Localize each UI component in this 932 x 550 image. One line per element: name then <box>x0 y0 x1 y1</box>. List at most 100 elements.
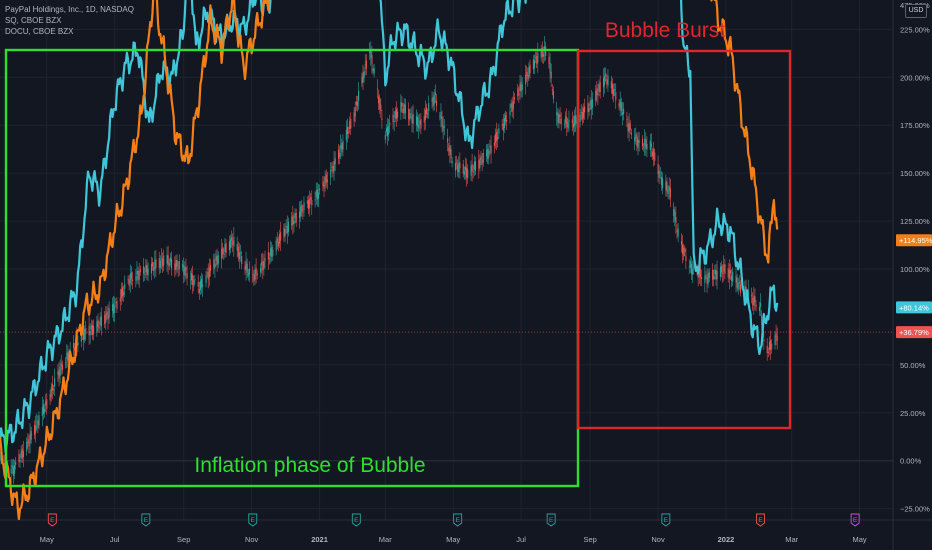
legend-pypl[interactable]: PayPal Holdings, Inc., 1D, NASDAQ <box>5 5 134 14</box>
pypl-candle <box>96 321 98 332</box>
pypl-candle <box>307 200 310 210</box>
pypl-candle <box>425 107 428 115</box>
pypl-candle <box>474 160 477 171</box>
pypl-candle <box>248 269 251 275</box>
pypl-candle <box>490 145 492 154</box>
pypl-candle <box>763 339 765 342</box>
pypl-candle <box>683 247 685 257</box>
pypl-last-badge <box>896 326 932 339</box>
x-tick-label: May <box>853 535 867 544</box>
pypl-candle <box>365 60 367 69</box>
y-tick-label: 100.00% <box>900 265 930 274</box>
pypl-candle <box>459 162 461 169</box>
pypl-candle <box>513 97 516 100</box>
pypl-candle <box>541 47 543 57</box>
pypl-candle <box>641 138 644 147</box>
pypl-candle <box>380 104 382 112</box>
pypl-candle <box>668 185 670 191</box>
pypl-candle <box>299 211 301 219</box>
pypl-candle <box>51 383 53 391</box>
pypl-candle <box>404 104 406 114</box>
pypl-candle <box>509 111 511 116</box>
pypl-candle <box>67 351 69 362</box>
pypl-candle <box>163 255 165 266</box>
pypl-candle <box>373 68 375 74</box>
pypl-candle <box>660 177 662 185</box>
earnings-marker-label: E <box>251 517 256 524</box>
pypl-candle <box>129 273 131 284</box>
pypl-last-label: +36.79% <box>899 328 929 337</box>
pypl-candle <box>566 117 568 128</box>
pypl-candle <box>291 216 293 226</box>
pypl-candle <box>473 161 475 170</box>
pypl-candle <box>83 333 85 341</box>
legend-docu[interactable]: DOCU, CBOE BZX <box>5 27 74 36</box>
pypl-candle <box>120 289 122 299</box>
pypl-candle <box>512 100 514 110</box>
pypl-candle <box>60 363 62 367</box>
pypl-candle <box>758 306 760 311</box>
legend-sq[interactable]: SQ, CBOE BZX <box>5 16 62 25</box>
currency-badge[interactable]: USD <box>905 4 927 18</box>
pypl-candle <box>245 261 247 271</box>
pypl-candle <box>707 273 709 284</box>
pypl-candle <box>247 273 249 277</box>
pypl-candle <box>486 149 488 157</box>
earnings-marker-label: E <box>758 517 763 524</box>
pypl-candle <box>385 128 387 132</box>
pypl-candle <box>506 120 508 122</box>
pypl-candle <box>454 163 457 171</box>
pypl-candle <box>423 115 425 123</box>
pypl-candle <box>623 108 625 115</box>
x-axis[interactable]: May Jul Sep Nov 2021 Mar May Jul Sep Nov 2022 Mar Ma… <box>40 535 867 544</box>
pypl-candle <box>162 258 164 267</box>
pypl-candle <box>314 199 316 201</box>
pypl-candle <box>689 260 691 268</box>
pypl-candle <box>627 123 629 131</box>
pypl-candle <box>400 102 402 112</box>
sq-line <box>0 0 779 454</box>
pypl-candle <box>287 222 289 232</box>
pypl-candle <box>267 251 269 260</box>
pypl-candle <box>388 125 390 135</box>
pypl-candle <box>152 262 154 267</box>
pypl-candle <box>774 335 776 345</box>
pypl-candle <box>334 158 336 165</box>
pypl-candle <box>310 197 312 201</box>
pypl-candle <box>150 263 153 274</box>
pypl-candle <box>294 213 296 219</box>
pypl-candle <box>657 163 659 174</box>
pypl-candle <box>712 270 714 280</box>
pypl-candle <box>575 114 577 124</box>
pypl-candle <box>91 325 94 335</box>
pypl-candle <box>599 82 601 92</box>
pypl-candle <box>202 284 204 287</box>
pypl-candle <box>69 349 71 351</box>
pypl-candle <box>252 273 254 275</box>
pypl-candle <box>715 269 717 280</box>
pypl-candle <box>158 258 160 269</box>
pypl-candle <box>46 399 48 409</box>
pypl-candle <box>714 269 716 275</box>
pypl-candle <box>116 300 118 309</box>
pypl-candle <box>371 55 373 65</box>
pypl-candle <box>471 164 473 172</box>
pypl-candle <box>643 147 645 148</box>
x-tick-label: Jul <box>516 535 526 544</box>
pypl-candle <box>340 144 342 149</box>
pypl-candle <box>629 123 631 130</box>
pypl-candle <box>392 114 394 123</box>
pypl-candle <box>198 289 200 293</box>
pypl-candle <box>626 119 628 121</box>
pypl-candle <box>225 243 227 253</box>
pypl-candle <box>345 130 347 141</box>
pypl-candle <box>680 241 683 245</box>
pypl-candle <box>394 110 396 119</box>
earnings-marker <box>661 513 671 527</box>
pypl-candle <box>410 113 412 114</box>
pypl-candle <box>119 298 121 302</box>
pypl-candle <box>498 128 500 134</box>
pypl-candle <box>770 340 772 351</box>
